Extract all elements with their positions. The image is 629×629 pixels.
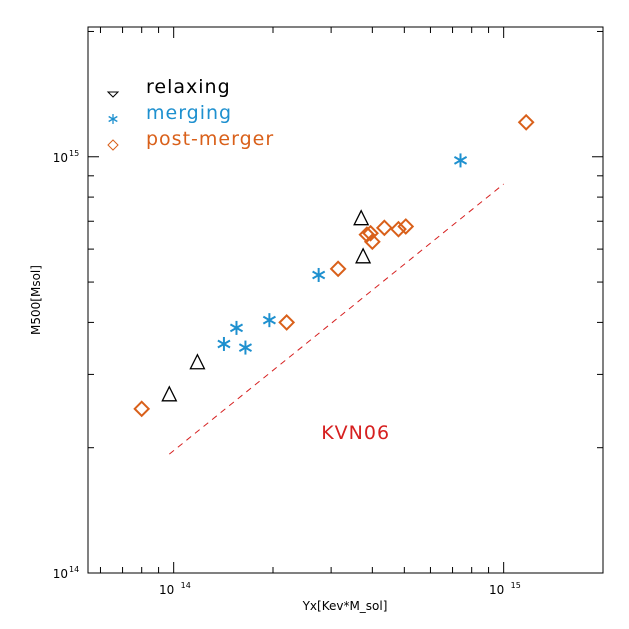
legend-asterisk-lines <box>108 114 118 124</box>
relaxing-point <box>161 385 178 402</box>
kvn06-label: KVN06 <box>321 422 390 444</box>
axis-ticks <box>88 27 604 574</box>
merging-point <box>229 320 244 335</box>
y-axis-label: M500[Msol] <box>29 265 43 335</box>
post-merger-point <box>329 260 347 278</box>
x-tick-label: 10 <box>489 583 504 597</box>
y-tick-label: 10 <box>53 567 68 581</box>
relaxing-point <box>353 209 370 226</box>
post-merger-point <box>278 313 296 331</box>
x-tick-label-exponent: 15 <box>511 581 521 590</box>
merging-point <box>453 153 468 168</box>
kvn06-reference-line <box>168 183 504 455</box>
post-merger-point <box>397 218 415 235</box>
x-axis-label: Yx[Kev*M_sol] <box>302 599 388 613</box>
merging-point <box>312 267 326 282</box>
relaxing-point <box>355 247 372 264</box>
post-merger-point <box>363 233 381 251</box>
merging-point <box>262 313 276 328</box>
post-merger-point <box>133 400 151 418</box>
legend-label-merging: merging <box>146 102 232 124</box>
x-tick-label: 10 <box>159 583 174 597</box>
merging-point <box>238 340 253 355</box>
legend: relaxing merging post-merger <box>106 76 274 151</box>
legend-triangle-marker <box>106 91 120 98</box>
post-merger-point <box>390 220 407 238</box>
legend-item-merging: merging <box>108 102 232 124</box>
post-merger-point <box>362 224 379 242</box>
relaxing-point <box>189 353 206 370</box>
data-points <box>133 113 535 418</box>
post-merger-point <box>375 219 393 237</box>
y-tick-label-exponent: 15 <box>69 149 79 158</box>
post-merger-point <box>517 113 535 131</box>
legend-asterisk-marker <box>108 114 118 124</box>
legend-diamond-marker <box>107 139 119 151</box>
legend-item-post-merger: post-merger <box>107 128 274 151</box>
plot-frame <box>87 26 604 574</box>
y-tick-label-exponent: 14 <box>69 565 79 574</box>
post-merger-point <box>358 226 376 244</box>
legend-label-relaxing: relaxing <box>146 76 231 98</box>
legend-item-relaxing: relaxing <box>106 76 231 98</box>
x-tick-label-exponent: 14 <box>181 581 191 590</box>
merging-point <box>217 336 231 351</box>
y-tick-label: 10 <box>53 151 68 165</box>
legend-label-post-merger: post-merger <box>146 128 274 150</box>
kvn06-line <box>168 183 504 455</box>
